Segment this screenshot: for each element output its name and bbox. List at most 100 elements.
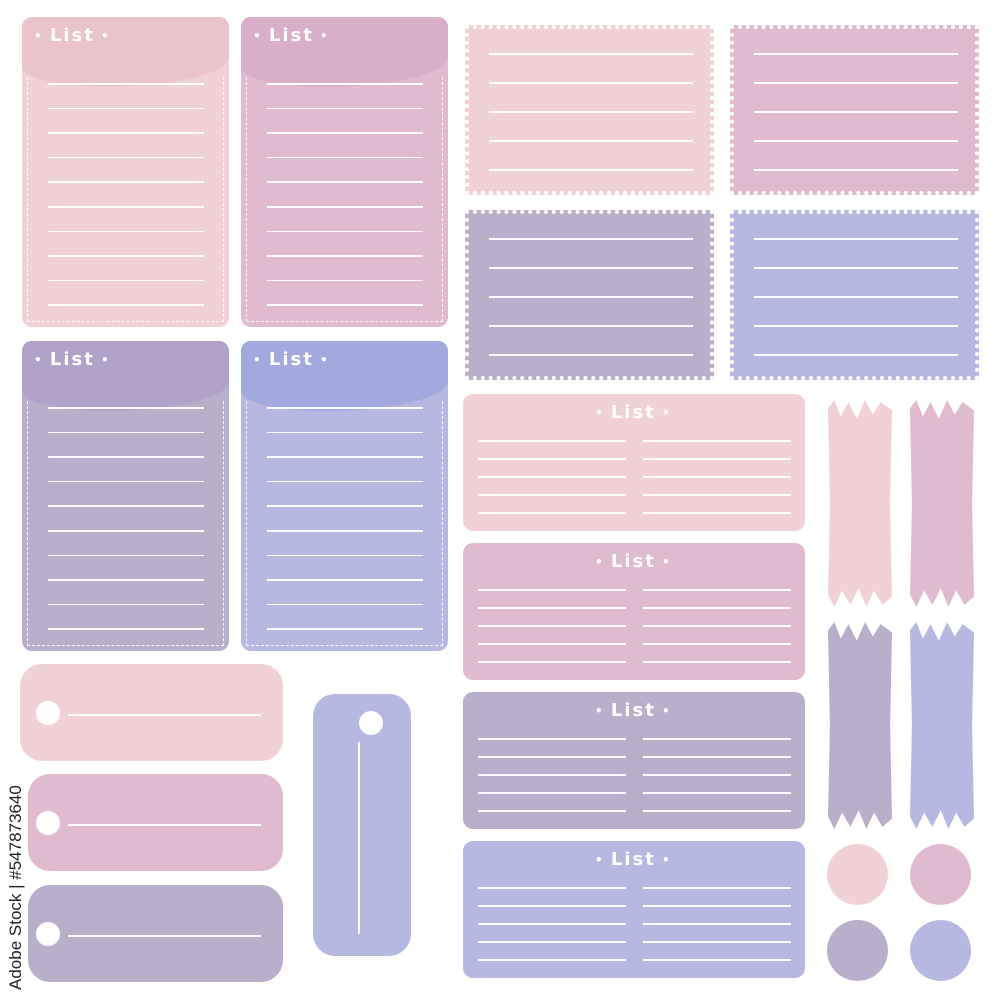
writing-line bbox=[643, 756, 791, 758]
writing-line bbox=[643, 941, 791, 943]
writing-line bbox=[643, 476, 791, 478]
writing-line bbox=[48, 579, 204, 581]
list-card: List bbox=[22, 341, 229, 651]
writing-line bbox=[478, 625, 626, 627]
writing-line bbox=[68, 824, 261, 826]
writing-line bbox=[643, 661, 791, 663]
writing-line bbox=[643, 494, 791, 496]
writing-line bbox=[478, 589, 626, 591]
writing-line bbox=[48, 456, 204, 458]
writing-line bbox=[643, 810, 791, 812]
wide-list-card: List bbox=[463, 543, 805, 680]
list-title: List bbox=[34, 349, 111, 370]
writing-line bbox=[478, 959, 626, 961]
writing-line bbox=[643, 923, 791, 925]
stamp-note bbox=[465, 210, 714, 380]
writing-line bbox=[267, 480, 423, 483]
writing-line bbox=[48, 431, 204, 434]
writing-line bbox=[489, 111, 693, 113]
writing-line bbox=[48, 628, 204, 630]
writing-line bbox=[48, 304, 204, 306]
wide-list-card: List bbox=[463, 692, 805, 829]
circle-sticker bbox=[910, 844, 971, 905]
writing-line bbox=[48, 407, 204, 409]
writing-line bbox=[489, 169, 693, 171]
writing-line bbox=[68, 935, 261, 937]
wide-list-card: List bbox=[463, 394, 805, 531]
writing-line bbox=[643, 959, 791, 961]
tag-hole bbox=[36, 701, 60, 725]
writing-line bbox=[267, 554, 423, 557]
gift-tag bbox=[28, 774, 283, 871]
writing-line bbox=[478, 905, 626, 907]
writing-line bbox=[643, 905, 791, 907]
writing-line bbox=[489, 296, 693, 298]
writing-line bbox=[267, 83, 423, 85]
writing-line bbox=[643, 589, 791, 591]
writing-line bbox=[643, 625, 791, 627]
writing-line bbox=[754, 267, 958, 269]
list-title: List bbox=[595, 402, 672, 423]
dashed-border bbox=[246, 77, 443, 322]
list-card: List bbox=[22, 17, 229, 327]
writing-line bbox=[478, 941, 626, 943]
writing-line bbox=[48, 530, 204, 532]
writing-line bbox=[643, 774, 791, 776]
writing-line bbox=[754, 53, 958, 55]
circle-sticker bbox=[910, 920, 971, 981]
writing-line bbox=[478, 476, 626, 478]
writing-line bbox=[267, 579, 423, 581]
writing-line bbox=[267, 530, 423, 532]
list-title: List bbox=[595, 849, 672, 870]
writing-line bbox=[267, 132, 423, 134]
writing-line bbox=[489, 354, 693, 356]
writing-line bbox=[267, 279, 423, 282]
writing-line bbox=[267, 181, 423, 183]
tag-hole bbox=[36, 811, 60, 835]
writing-line bbox=[267, 456, 423, 458]
writing-line bbox=[643, 887, 791, 889]
writing-line bbox=[267, 255, 423, 257]
circle-sticker bbox=[827, 844, 888, 905]
writing-line bbox=[48, 132, 204, 134]
writing-line bbox=[489, 325, 693, 327]
writing-line bbox=[489, 238, 693, 240]
writing-line bbox=[48, 603, 204, 606]
writing-line bbox=[68, 714, 261, 716]
vertical-tag bbox=[313, 694, 411, 956]
writing-line bbox=[754, 140, 958, 142]
dashed-border bbox=[27, 77, 224, 322]
list-title: List bbox=[595, 551, 672, 572]
writing-line bbox=[478, 756, 626, 758]
list-card: List bbox=[241, 341, 448, 651]
writing-line bbox=[267, 603, 423, 606]
writing-line bbox=[267, 628, 423, 630]
writing-line bbox=[478, 458, 626, 460]
writing-line bbox=[478, 440, 626, 442]
writing-line bbox=[754, 238, 958, 240]
writing-line bbox=[267, 431, 423, 434]
writing-line bbox=[643, 792, 791, 794]
writing-line bbox=[267, 206, 423, 208]
tag-hole bbox=[359, 711, 383, 735]
writing-line bbox=[48, 480, 204, 483]
writing-line bbox=[478, 810, 626, 812]
writing-line bbox=[643, 607, 791, 609]
writing-line bbox=[478, 494, 626, 496]
writing-line bbox=[643, 738, 791, 740]
writing-line bbox=[489, 140, 693, 142]
writing-line bbox=[754, 325, 958, 327]
writing-line bbox=[358, 742, 360, 934]
list-card: List bbox=[241, 17, 448, 327]
writing-line bbox=[267, 505, 423, 507]
writing-line bbox=[267, 156, 423, 159]
gift-tag bbox=[28, 885, 283, 982]
writing-line bbox=[489, 53, 693, 55]
writing-line bbox=[478, 923, 626, 925]
writing-line bbox=[478, 661, 626, 663]
writing-line bbox=[754, 169, 958, 171]
writing-line bbox=[489, 82, 693, 84]
writing-line bbox=[478, 643, 626, 645]
writing-line bbox=[48, 230, 204, 233]
wide-list-card: List bbox=[463, 841, 805, 978]
